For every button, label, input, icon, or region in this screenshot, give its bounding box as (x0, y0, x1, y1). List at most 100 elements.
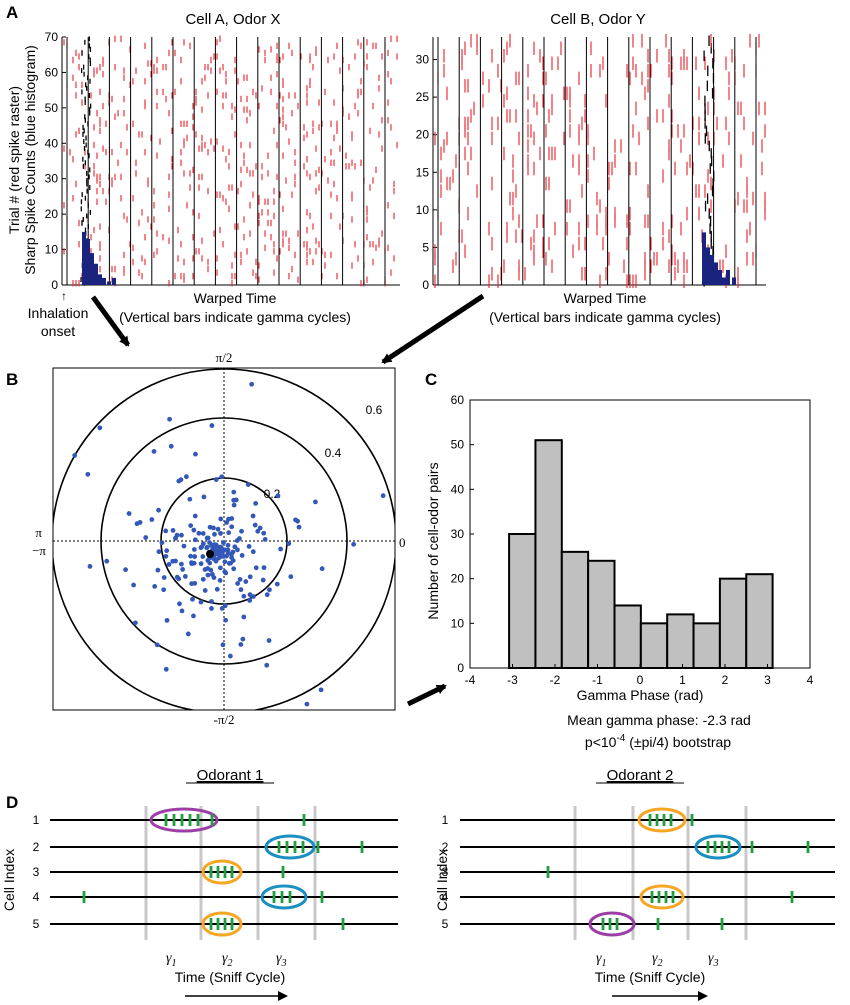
phase-dot (213, 558, 219, 564)
x-tick-label: -1 (592, 673, 603, 687)
pvalue-annotation: p<10-4 (±pi/4) bootstrap (585, 733, 731, 750)
phase-dot (156, 549, 162, 555)
phase-dot (250, 549, 256, 555)
y-tick-label: 0 (457, 661, 464, 675)
x-label-b-line1: Warped Time (564, 290, 647, 306)
histogram-bar (86, 238, 90, 285)
panel-a-label: A (6, 3, 18, 22)
y-tick-label: 5 (422, 240, 429, 254)
phase-dot (251, 594, 256, 599)
histogram-bar (732, 277, 736, 285)
cell-index-label-1: Cell Index (1, 849, 17, 911)
histogram-bar (718, 269, 722, 285)
histogram-bar (508, 533, 537, 669)
histogram-bar (666, 613, 695, 670)
polar-label-pi: π (35, 525, 42, 540)
phase-dot (213, 477, 219, 482)
phase-dot (185, 631, 191, 637)
phase-dot (278, 546, 284, 552)
phase-dot (230, 549, 236, 555)
odorant-2-title: Odorant 2 (607, 767, 674, 784)
phase-dot (226, 516, 231, 522)
phase-dot (156, 507, 161, 513)
histogram-bar (714, 262, 718, 285)
phase-dot (164, 617, 170, 623)
phase-dot (261, 530, 267, 536)
phase-dot (318, 687, 324, 693)
phase-dot (204, 545, 210, 551)
phase-dot (222, 559, 228, 565)
phase-dot (131, 582, 136, 588)
phase-dot (219, 549, 225, 555)
histogram-bar (745, 573, 774, 670)
mean-vector-dot (206, 550, 214, 558)
phase-dot (104, 558, 110, 564)
phase-dot (218, 530, 223, 536)
y-tick-label: 60 (45, 65, 59, 79)
gamma-label: γ1 (166, 951, 177, 969)
histogram-bar (94, 263, 98, 285)
cell-index: 3 (33, 865, 40, 879)
y-tick-label: 40 (45, 136, 59, 150)
gamma-label: γ3 (276, 951, 287, 969)
phase-dot (161, 575, 167, 580)
x-label-a-line2: (Vertical bars indicate gamma cycles) (119, 309, 351, 325)
phase-dot (218, 516, 224, 522)
cell-index: 2 (33, 840, 40, 854)
y-tick-label: 50 (45, 101, 59, 115)
phase-dot (219, 606, 225, 611)
phase-dot (163, 528, 169, 534)
phase-dot (239, 528, 244, 534)
inhalation-label-line1: Inhalation (28, 305, 89, 321)
pvalue-pre: p<10 (585, 734, 617, 750)
phase-dot (266, 638, 272, 643)
x-tick-label: 0 (637, 673, 644, 687)
cell-index: 5 (442, 917, 449, 931)
time-label-1: Time (Sniff Cycle) (175, 969, 285, 985)
x-tick-label: -2 (550, 673, 561, 687)
phase-dot (255, 528, 261, 534)
y-tick-label: 25 (416, 90, 430, 104)
phase-dot (222, 547, 228, 553)
phase-dot (380, 493, 386, 499)
phase-dot (198, 545, 204, 551)
raster-cell-b: 0 5 10 15 20 25 30 (416, 33, 766, 292)
synchrony-ellipse (201, 859, 243, 885)
phase-dot (231, 502, 237, 508)
histogram-bar (639, 622, 669, 669)
phase-dot (212, 545, 217, 551)
phase-dot (229, 524, 235, 530)
gamma-label: γ2 (652, 951, 663, 969)
phase-dot (163, 666, 169, 672)
synchrony-ellipse (637, 807, 687, 833)
phase-dot (229, 555, 235, 560)
phase-dot (181, 543, 187, 549)
histogram-bar (112, 277, 116, 285)
phase-dot (205, 572, 211, 578)
phase-dot (202, 588, 208, 593)
phase-dot (246, 544, 252, 549)
x-tick-label: -3 (507, 673, 518, 687)
phase-dot (252, 522, 258, 528)
cell-index: 5 (33, 917, 40, 931)
phase-dot (223, 617, 229, 623)
synchrony-ellipse (149, 807, 219, 833)
phase-dot (215, 526, 221, 532)
phase-dot (247, 597, 253, 603)
phase-dot (238, 642, 244, 647)
phase-dot (211, 525, 216, 531)
y-label-line1: Trial # (red spike raster) (6, 86, 22, 234)
phase-dot (224, 553, 229, 559)
raster-cell-a: 0 10 20 30 40 50 60 70 (45, 30, 400, 292)
y-tick-label: 20 (45, 207, 59, 221)
phase-dot (239, 553, 245, 558)
y-tick-label: 40 (451, 482, 465, 496)
phase-dot (208, 567, 214, 573)
histogram-bar (102, 277, 106, 285)
phase-dot (97, 425, 103, 431)
phase-dot (155, 567, 161, 573)
phase-dot (262, 536, 268, 542)
phase-dot (243, 579, 249, 584)
phase-dot (202, 567, 208, 572)
